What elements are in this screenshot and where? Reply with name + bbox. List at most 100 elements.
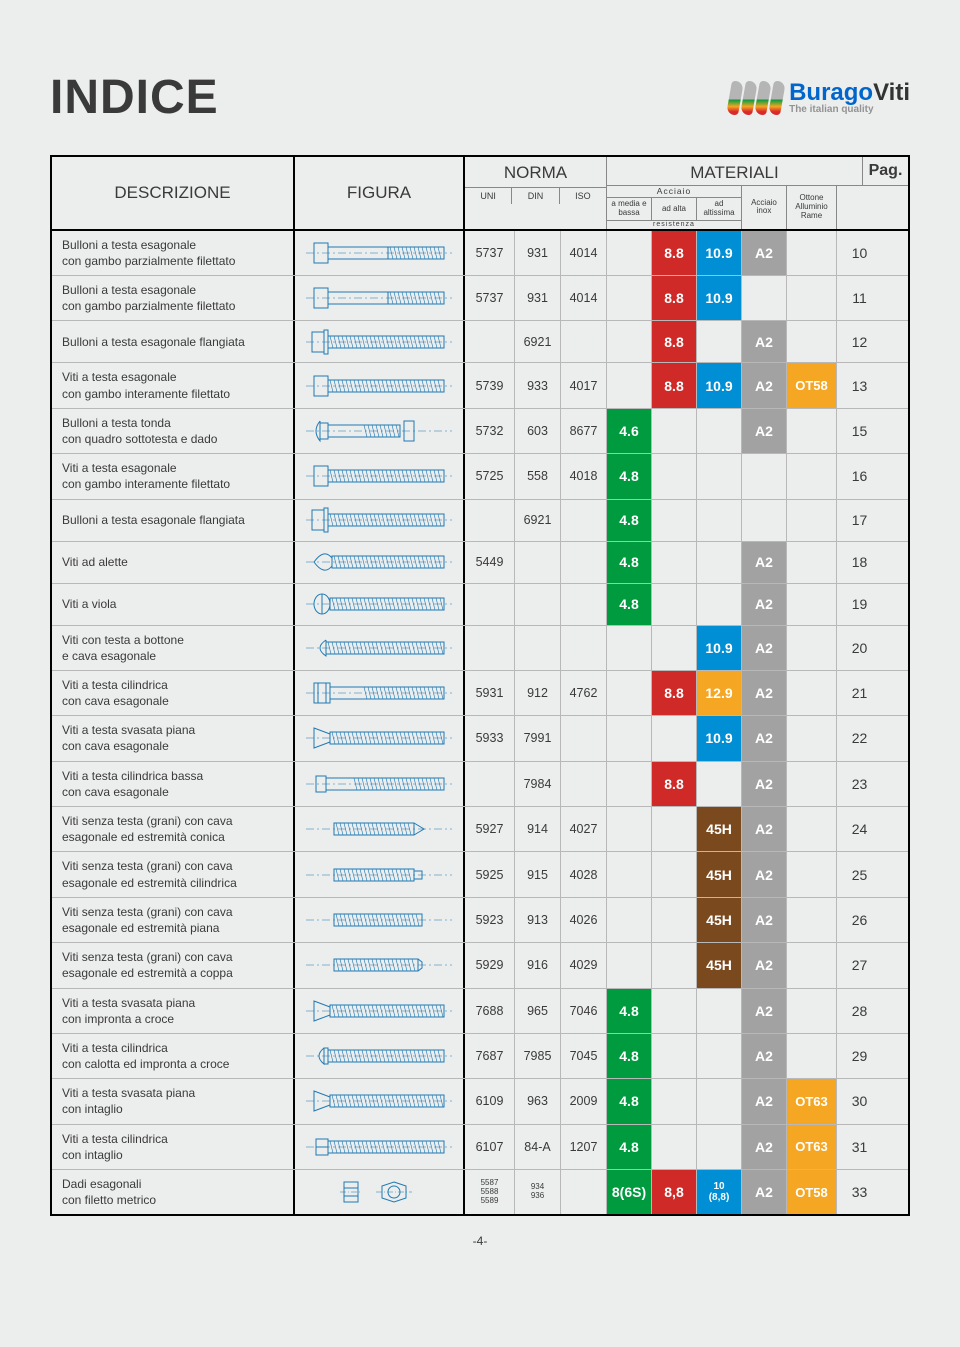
cell-altissima: 10.9 <box>697 276 742 320</box>
cell-alta <box>652 584 697 625</box>
cell-iso <box>561 500 607 541</box>
cell-ottone: OT58 <box>787 1170 837 1214</box>
hdr-pag: Pag. <box>863 157 908 185</box>
cell-inox: A2 <box>742 807 787 851</box>
cell-altissima: 10.9 <box>697 363 742 407</box>
cell-media <box>607 231 652 275</box>
cell-altissima <box>697 762 742 806</box>
cell-ottone <box>787 852 837 896</box>
cell-alta <box>652 898 697 942</box>
cell-din: 6921 <box>515 321 561 362</box>
cell-pag: 25 <box>837 852 882 896</box>
cell-inox: A2 <box>742 716 787 760</box>
cell-din: 84-A <box>515 1125 561 1169</box>
cell-desc: Viti a testa svasata pianacon intaglio <box>52 1079 295 1123</box>
table-row: Viti a testa esagonalecon gambo interame… <box>52 363 908 408</box>
cell-alta <box>652 807 697 851</box>
hdr-din: DIN <box>512 188 559 204</box>
page-title: INDICE <box>50 70 219 125</box>
cell-media: 4.8 <box>607 989 652 1033</box>
cell-inox: A2 <box>742 1170 787 1214</box>
cell-iso: 1207 <box>561 1125 607 1169</box>
cell-pag: 17 <box>837 500 882 541</box>
table-row: Viti a testa cilindricacon cava esagonal… <box>52 671 908 716</box>
table-row: Viti senza testa (grani) con cavaesagona… <box>52 807 908 852</box>
cell-desc: Bulloni a testa esagonale flangiata <box>52 321 295 362</box>
cell-figure <box>295 943 465 987</box>
cell-media <box>607 943 652 987</box>
cell-figure <box>295 1170 465 1214</box>
cell-din: 603 <box>515 409 561 453</box>
cell-desc: Viti a testa svasata pianacon impronta a… <box>52 989 295 1033</box>
cell-ottone <box>787 1034 837 1078</box>
hdr-media: a media e bassa <box>607 198 652 220</box>
table-row: Viti a testa cilindrica bassacon cava es… <box>52 762 908 807</box>
cell-figure <box>295 852 465 896</box>
cell-desc: Bulloni a testa tondacon quadro sottotes… <box>52 409 295 453</box>
cell-altissima: 12.9 <box>697 671 742 715</box>
cell-figure <box>295 898 465 942</box>
cell-ottone <box>787 671 837 715</box>
cell-din: 933 <box>515 363 561 407</box>
cell-figure <box>295 989 465 1033</box>
cell-alta: 8,8 <box>652 1170 697 1214</box>
table-row: Viti a testa svasata pianacon impronta a… <box>52 989 908 1034</box>
cell-alta <box>652 500 697 541</box>
cell-pag: 21 <box>837 671 882 715</box>
index-table: DESCRIZIONE FIGURA NORMA UNI DIN ISO M <box>50 155 910 1216</box>
cell-ottone <box>787 762 837 806</box>
cell-pag: 16 <box>837 454 882 498</box>
cell-ottone <box>787 500 837 541</box>
cell-inox: A2 <box>742 852 787 896</box>
cell-altissima <box>697 409 742 453</box>
cell-pag: 33 <box>837 1170 882 1214</box>
hdr-materiali: MATERIALI Pag. Acciaio a media e bassa a… <box>607 157 908 229</box>
cell-uni: 5923 <box>465 898 515 942</box>
cell-pag: 23 <box>837 762 882 806</box>
hdr-ottone: Ottone Alluminio Rame <box>787 186 837 229</box>
cell-media: 4.8 <box>607 1125 652 1169</box>
cell-iso: 4014 <box>561 276 607 320</box>
cell-pag: 12 <box>837 321 882 362</box>
cell-desc: Dadi esagonalicon filetto metrico <box>52 1170 295 1214</box>
cell-iso <box>561 762 607 806</box>
cell-media <box>607 852 652 896</box>
cell-ottone <box>787 409 837 453</box>
cell-ottone <box>787 626 837 670</box>
hdr-resistenza: resistenza <box>607 220 741 229</box>
cell-media <box>607 671 652 715</box>
cell-pag: 24 <box>837 807 882 851</box>
cell-pag: 13 <box>837 363 882 407</box>
cell-din: 931 <box>515 276 561 320</box>
cell-alta <box>652 454 697 498</box>
cell-inox: A2 <box>742 409 787 453</box>
cell-iso <box>561 584 607 625</box>
cell-uni: 5925 <box>465 852 515 896</box>
cell-iso <box>561 1170 607 1214</box>
cell-ottone <box>787 716 837 760</box>
cell-din: 7984 <box>515 762 561 806</box>
cell-figure <box>295 454 465 498</box>
table-row: Viti senza testa (grani) con cavaesagona… <box>52 943 908 988</box>
cell-desc: Viti con testa a bottonee cava esagonale <box>52 626 295 670</box>
cell-pag: 20 <box>837 626 882 670</box>
cell-pag: 28 <box>837 989 882 1033</box>
cell-uni: 6107 <box>465 1125 515 1169</box>
cell-ottone <box>787 584 837 625</box>
cell-media: 4.8 <box>607 1034 652 1078</box>
cell-media <box>607 276 652 320</box>
cell-desc: Viti a testa cilindrica bassacon cava es… <box>52 762 295 806</box>
cell-altissima: 10.9 <box>697 716 742 760</box>
cell-desc: Viti a viola <box>52 584 295 625</box>
cell-desc: Viti senza testa (grani) con cavaesagona… <box>52 807 295 851</box>
cell-iso: 8677 <box>561 409 607 453</box>
cell-pag: 15 <box>837 409 882 453</box>
cell-ottone <box>787 321 837 362</box>
table-row: Bulloni a testa esagonale flangiata69214… <box>52 500 908 542</box>
cell-iso: 4017 <box>561 363 607 407</box>
table-row: Bulloni a testa esagonale flangiata69218… <box>52 321 908 363</box>
cell-uni: 5737 <box>465 276 515 320</box>
cell-desc: Viti senza testa (grani) con cavaesagona… <box>52 943 295 987</box>
cell-media <box>607 626 652 670</box>
cell-alta <box>652 1125 697 1169</box>
